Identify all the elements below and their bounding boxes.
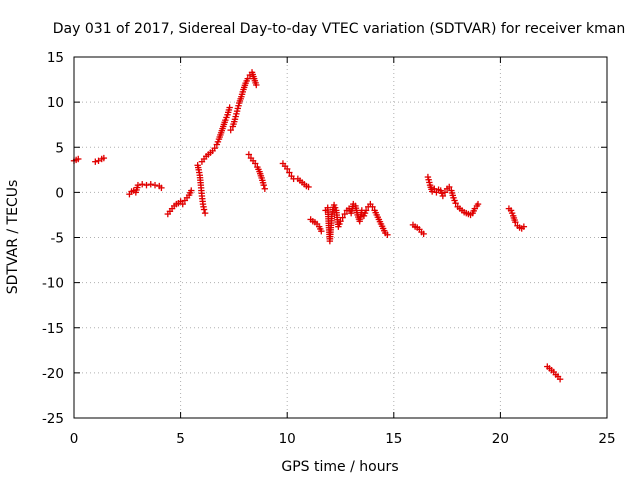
x-tick-label: 25 — [598, 431, 615, 447]
y-tick-label: -25 — [42, 411, 64, 427]
data-point — [439, 192, 447, 200]
data-point — [431, 185, 438, 192]
x-tick-label: 15 — [385, 431, 402, 447]
data-point — [92, 158, 99, 165]
plot-frame — [73, 56, 608, 419]
data-point — [452, 200, 459, 207]
data-point — [252, 160, 259, 167]
axis-ticks — [73, 56, 608, 419]
y-axis-label: SDTVAR / TECUs — [5, 180, 21, 295]
data-point — [318, 227, 325, 235]
chart-title: Day 031 of 2017, Sidereal Day-to-day VTE… — [53, 21, 625, 37]
data-point — [151, 181, 159, 189]
data-point — [253, 81, 260, 89]
data-point — [188, 187, 195, 194]
y-tick-label: -5 — [51, 231, 64, 247]
data-point — [305, 183, 312, 191]
data-point — [339, 214, 346, 221]
data-point — [556, 375, 564, 383]
x-axis-label: GPS time / hours — [281, 459, 398, 475]
data-point — [512, 218, 519, 226]
data-point — [147, 181, 154, 188]
grid — [74, 57, 607, 418]
data-point — [286, 169, 293, 176]
x-tick-label: 5 — [176, 431, 185, 447]
data-point — [226, 104, 233, 111]
data-point — [200, 206, 208, 213]
data-point — [143, 181, 150, 189]
data-point — [261, 185, 269, 192]
data-point — [341, 210, 348, 218]
data-point — [446, 183, 453, 191]
data-points — [70, 69, 564, 383]
data-point — [158, 184, 165, 192]
data-point — [260, 181, 267, 189]
y-tick-label: -20 — [42, 366, 64, 382]
data-point — [337, 218, 344, 225]
y-tick-label: 5 — [55, 140, 64, 156]
data-point — [474, 200, 482, 208]
data-point — [384, 231, 391, 238]
y-tick-label: -15 — [42, 321, 64, 337]
data-point — [441, 189, 449, 196]
data-point — [369, 203, 376, 211]
data-point — [201, 209, 209, 217]
x-tick-labels: 0 5 10 15 20 25 — [70, 431, 616, 447]
data-point — [139, 181, 146, 188]
data-point — [362, 207, 370, 214]
y-tick-label: 10 — [47, 95, 64, 111]
data-point — [100, 154, 108, 162]
y-tick-label: -10 — [42, 276, 64, 292]
data-point — [75, 155, 82, 163]
data-point — [134, 181, 142, 189]
data-point — [284, 165, 291, 173]
data-point — [227, 126, 234, 134]
data-point — [520, 223, 528, 230]
y-tick-label: 15 — [47, 50, 64, 66]
x-tick-label: 10 — [279, 431, 296, 447]
data-point — [179, 200, 186, 208]
data-point — [211, 144, 218, 152]
data-point — [244, 75, 251, 82]
data-point — [245, 151, 253, 158]
x-tick-label: 0 — [70, 431, 79, 447]
y-tick-label: 0 — [55, 185, 64, 201]
x-tick-label: 20 — [492, 431, 509, 447]
y-tick-labels: 15 10 5 0 -5 -10 -15 -20 -25 — [42, 50, 64, 427]
data-point — [420, 230, 427, 238]
